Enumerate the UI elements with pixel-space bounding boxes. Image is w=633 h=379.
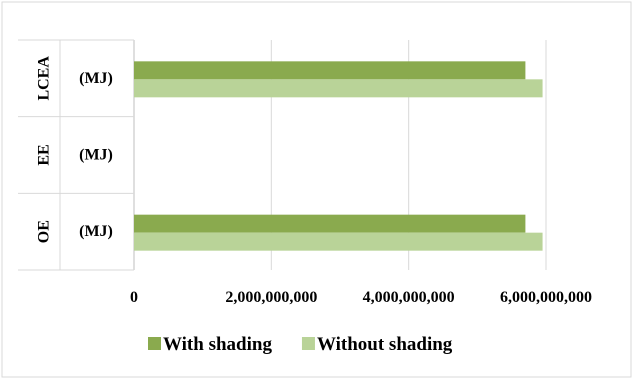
bar <box>134 79 543 98</box>
legend-label: With shading <box>163 334 272 355</box>
x-tick-label: 6,000,000,000 <box>500 289 592 306</box>
bar <box>134 214 526 233</box>
bar <box>134 232 543 251</box>
category-group-label: EE <box>36 144 53 165</box>
category-group-label: LCEA <box>36 56 53 101</box>
x-tick-label: 0 <box>130 289 138 306</box>
legend-swatch <box>148 337 161 350</box>
bars <box>134 61 543 251</box>
legend-swatch <box>301 337 315 350</box>
bar <box>134 61 526 80</box>
category-label: (MJ) <box>79 70 113 87</box>
category-group-label: OE <box>36 220 53 243</box>
category-label: (MJ) <box>79 147 113 164</box>
x-tick-label: 4,000,000,000 <box>363 289 455 306</box>
category-label: (MJ) <box>79 223 113 240</box>
legend-label: Without shading <box>317 334 453 355</box>
legend: With shading Without shading <box>148 334 453 355</box>
category-axis: OE (MJ) EE (MJ) LCEA (MJ) <box>18 39 135 271</box>
x-tick-label: 2,000,000,000 <box>225 289 317 306</box>
x-tick-labels: 0 2,000,000,000 4,000,000,000 6,000,000,000 <box>130 289 592 306</box>
